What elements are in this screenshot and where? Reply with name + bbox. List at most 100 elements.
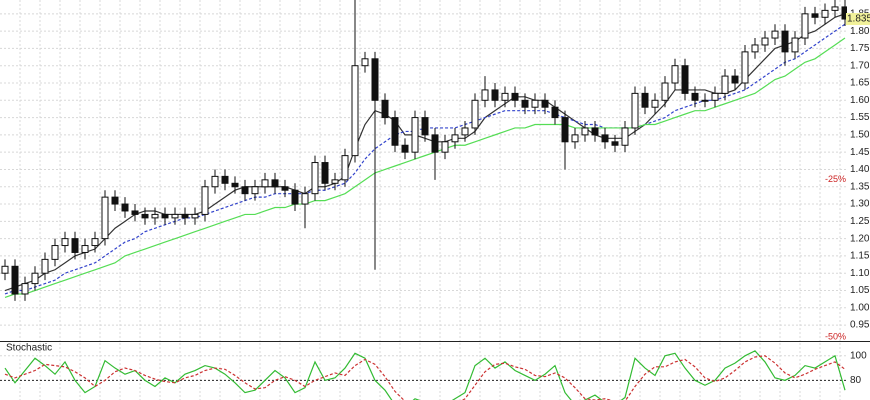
candle-body	[1, 265, 9, 274]
y-tick-label: 1.40	[850, 164, 870, 175]
candle-body	[651, 99, 659, 108]
candle-body	[561, 117, 569, 143]
candle-body	[191, 213, 199, 219]
y-tick-label: 1.60	[850, 95, 870, 106]
candle-body	[301, 193, 309, 205]
candle-body	[411, 117, 419, 153]
panel-title: Stochastic	[6, 343, 52, 354]
candle-body	[441, 141, 449, 153]
candle-body	[701, 99, 709, 102]
y-tick-label: 1.00	[850, 302, 870, 313]
candle-body	[351, 65, 359, 157]
price-panel	[0, 0, 847, 341]
candle-body	[611, 141, 619, 146]
candle-body	[451, 134, 459, 143]
candle-body	[91, 238, 99, 247]
candle-body	[751, 44, 759, 53]
candle-body	[521, 99, 529, 108]
annotation: -25%	[825, 174, 846, 184]
candle-body	[461, 127, 469, 136]
candle-body	[481, 89, 489, 101]
candle-body	[531, 99, 539, 108]
axes: 0.95 1.00 1.05 1.10 1.15 1.20 1.25 1.30 1.35 1.40…	[825, 8, 870, 386]
candle-body	[741, 51, 749, 84]
candle-body	[391, 117, 399, 146]
candle-body	[511, 92, 519, 101]
candle-body	[211, 175, 219, 188]
candle-body	[771, 30, 779, 39]
candle-body	[621, 127, 629, 146]
candle-body	[781, 30, 789, 53]
candle-body	[591, 127, 599, 136]
candle-body	[201, 186, 209, 215]
candle-body	[581, 127, 589, 136]
stochastic-line	[4, 350, 846, 400]
candle-body	[151, 213, 159, 219]
candle-body	[271, 179, 279, 188]
candle-body	[141, 213, 149, 219]
candle-body	[791, 37, 799, 53]
candle-body	[81, 245, 89, 253]
y-tick-label: 1.05	[850, 285, 870, 296]
y-tick-label: 1.30	[850, 199, 870, 210]
y-tick-label: 1.20	[850, 233, 870, 244]
candle-body	[171, 213, 179, 219]
candle-body	[241, 186, 249, 195]
candle-body	[421, 117, 429, 136]
candle-body	[121, 203, 129, 212]
candle-body	[841, 6, 847, 20]
y-tick-label: 1.50	[850, 130, 870, 141]
candle-body	[761, 37, 769, 46]
candle-body	[541, 99, 549, 108]
candle-body	[31, 272, 39, 285]
y-tick-label: 1.55	[850, 112, 870, 123]
candle-body	[41, 258, 49, 274]
y-tick-label: 1.15	[850, 251, 870, 262]
candle-body	[131, 210, 139, 215]
y-tick-label: 100	[850, 350, 867, 361]
candle-body	[571, 134, 579, 143]
candle-body	[111, 196, 119, 205]
candle-body	[21, 283, 29, 295]
candle-body	[51, 245, 59, 260]
candle-body	[801, 13, 809, 39]
candle-body	[251, 186, 259, 195]
candle-body	[261, 179, 269, 188]
candle-body	[431, 134, 439, 153]
candle-body	[681, 65, 689, 94]
y-tick-label: 1.75	[850, 43, 870, 54]
candle-body	[811, 13, 819, 18]
candle-body	[331, 179, 339, 184]
candle-body	[731, 75, 739, 84]
candle-body	[341, 155, 349, 181]
candle-body	[721, 75, 729, 94]
candle-body	[501, 92, 509, 101]
annotation: -50%	[825, 332, 846, 342]
y-tick-label: 1.10	[850, 268, 870, 279]
y-tick-label: 1.35	[850, 181, 870, 192]
candle-body	[321, 162, 329, 184]
candle-body	[381, 99, 389, 119]
candle-body	[181, 213, 189, 219]
y-tick-label: 1.25	[850, 216, 870, 227]
y-tick-label: 80	[850, 375, 862, 386]
stochastic-panel	[0, 343, 847, 400]
candle-body	[671, 65, 679, 84]
candle-body	[371, 58, 379, 101]
candle-body	[661, 82, 669, 101]
candle-body	[551, 106, 559, 119]
moving-average	[4, 37, 846, 298]
stochastic-line	[4, 355, 846, 400]
candle-body	[631, 92, 639, 129]
candle-body	[601, 134, 609, 143]
candle-body	[61, 238, 69, 247]
candle-body	[311, 162, 319, 195]
candle-body	[71, 238, 79, 253]
candle-body	[691, 92, 699, 101]
candle-body	[281, 186, 289, 191]
candle-body	[231, 182, 239, 188]
candle-body	[101, 196, 109, 240]
y-tick-label: 1.80	[850, 26, 870, 37]
